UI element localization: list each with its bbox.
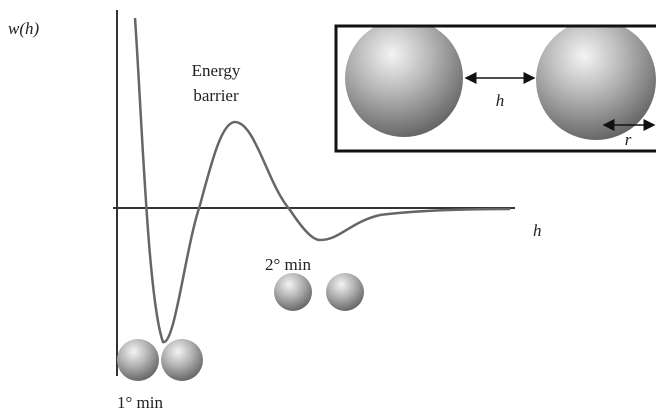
inset-label: h (496, 91, 505, 110)
particle (326, 273, 364, 311)
particle (117, 339, 159, 381)
particle (274, 273, 312, 311)
inset-content (345, 19, 656, 140)
x-axis-label: h (533, 221, 542, 240)
annotation: 1° min (117, 393, 163, 412)
particle (345, 19, 463, 137)
annotation: Energy (192, 61, 241, 80)
diagram: w(h) h Energy barrier 2° min 1° min h r (0, 0, 656, 415)
y-axis-label: w(h) (8, 19, 40, 38)
inset: h r (336, 19, 656, 151)
inset-label: r (625, 130, 632, 149)
annotation: 2° min (265, 255, 311, 274)
annotation: barrier (193, 86, 239, 105)
particle (536, 20, 656, 140)
particle (161, 339, 203, 381)
